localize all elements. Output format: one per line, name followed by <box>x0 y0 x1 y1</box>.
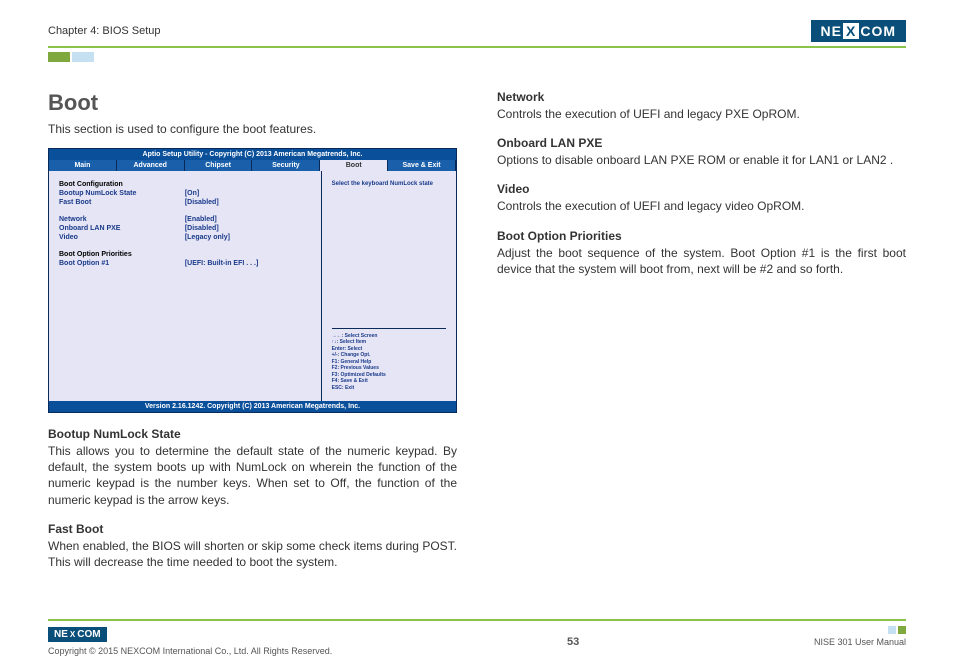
bios-option-row: Bootup NumLock State[On] <box>59 190 311 197</box>
bios-option-row: Fast Boot[Disabled] <box>59 199 311 206</box>
subsection-heading: Onboard LAN PXE <box>497 136 906 150</box>
subsection-heading: Fast Boot <box>48 522 457 536</box>
bios-tab: Main <box>49 160 117 171</box>
bios-option-label: Network <box>59 216 185 223</box>
bios-help-text: Select the keyboard NumLock state <box>332 181 446 187</box>
bios-section-header: Boot Configuration <box>59 181 311 188</box>
subsection-heading: Network <box>497 90 906 104</box>
bios-option-value: [Disabled] <box>185 225 311 232</box>
bios-option-row: Network[Enabled] <box>59 216 311 223</box>
bios-key-help: →←: Select Screen↑↓: Select ItemEnter: S… <box>332 328 446 392</box>
bios-tab: Save & Exit <box>388 160 456 171</box>
bios-screenshot: Aptio Setup Utility - Copyright (C) 2013… <box>48 148 457 413</box>
bios-section-header: Boot Option Priorities <box>59 251 311 258</box>
nexcom-logo: NEXCOM <box>811 20 906 42</box>
bios-option-label: Onboard LAN PXE <box>59 225 185 232</box>
subsection-heading: Boot Option Priorities <box>497 229 906 243</box>
bios-version: Version 2.16.1242. Copyright (C) 2013 Am… <box>49 401 456 412</box>
bios-option-value: [Enabled] <box>185 216 311 223</box>
bios-main-panel: Boot Configuration Bootup NumLock State[… <box>49 171 322 401</box>
left-column: Boot This section is used to configure t… <box>48 90 457 570</box>
page-header: Chapter 4: BIOS Setup NEXCOM <box>48 20 906 48</box>
header-tabs <box>48 52 906 62</box>
subsection-text: Controls the execution of UEFI and legac… <box>497 198 906 214</box>
bios-tab: Security <box>252 160 320 171</box>
subsection-text: Controls the execution of UEFI and legac… <box>497 106 906 122</box>
bios-option-label: Bootup NumLock State <box>59 190 185 197</box>
subsection-text: This allows you to determine the default… <box>48 443 457 508</box>
bios-tab: Boot <box>320 160 388 171</box>
bios-option-label: Fast Boot <box>59 199 185 206</box>
bios-option-row: Boot Option #1[UEFI: Built-in EFI . . .] <box>59 260 311 267</box>
section-intro: This section is used to configure the bo… <box>48 122 457 136</box>
subsection-text: When enabled, the BIOS will shorten or s… <box>48 538 457 570</box>
bios-option-label: Boot Option #1 <box>59 260 185 267</box>
footer-logo: NEXCOM <box>48 627 107 642</box>
bios-tab: Chipset <box>185 160 253 171</box>
bios-option-value: [On] <box>185 190 311 197</box>
bios-tab: Advanced <box>117 160 185 171</box>
bios-title: Aptio Setup Utility - Copyright (C) 2013… <box>49 149 456 160</box>
bios-tabs: MainAdvancedChipsetSecurityBootSave & Ex… <box>49 160 456 171</box>
copyright: Copyright © 2015 NEXCOM International Co… <box>48 646 332 656</box>
chapter-title: Chapter 4: BIOS Setup <box>48 25 161 37</box>
page-footer: NEXCOM Copyright © 2015 NEXCOM Internati… <box>48 619 906 656</box>
bios-option-value: [UEFI: Built-in EFI . . .] <box>185 260 311 267</box>
bios-option-value: [Disabled] <box>185 199 311 206</box>
bios-option-value: [Legacy only] <box>185 234 311 241</box>
section-title: Boot <box>48 90 457 116</box>
manual-name: NISE 301 User Manual <box>814 637 906 647</box>
subsection-heading: Bootup NumLock State <box>48 427 457 441</box>
bios-side-panel: Select the keyboard NumLock state →←: Se… <box>322 171 456 401</box>
subsection-text: Options to disable onboard LAN PXE ROM o… <box>497 152 906 168</box>
page-number: 53 <box>567 636 579 648</box>
subsection-heading: Video <box>497 182 906 196</box>
subsection-text: Adjust the boot sequence of the system. … <box>497 245 906 277</box>
right-column: Network Controls the execution of UEFI a… <box>497 90 906 570</box>
bios-option-row: Onboard LAN PXE[Disabled] <box>59 225 311 232</box>
bios-option-row: Video[Legacy only] <box>59 234 311 241</box>
bios-option-label: Video <box>59 234 185 241</box>
